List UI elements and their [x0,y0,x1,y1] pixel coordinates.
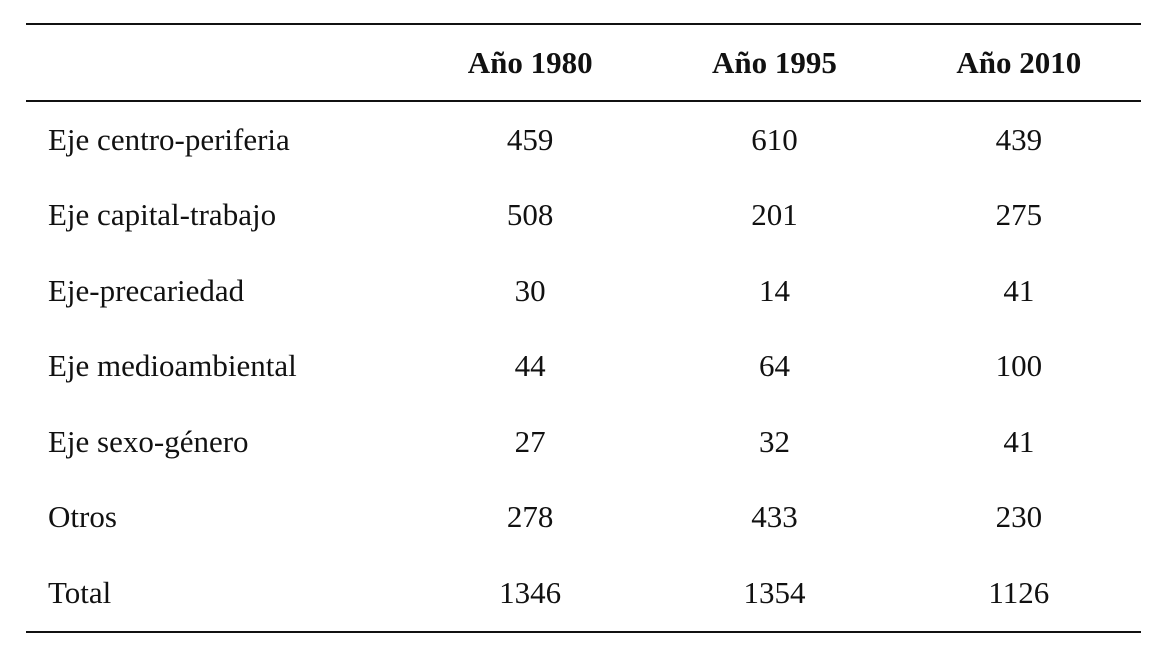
cell-value: 433 [751,499,798,535]
cell-value: 230 [995,499,1043,535]
cell-value: 275 [995,197,1043,233]
row-label: Total [48,574,112,610]
row-label: Eje capital-trabajo [48,197,277,233]
table-row: Eje capital-trabajo 508 201 275 [26,178,1141,254]
cell-value: 439 [995,121,1043,157]
column-header: Año 1980 [467,44,593,80]
row-label: Otros [48,499,117,535]
row-label: Eje sexo-género [48,423,249,459]
table-row: Eje centro-periferia 459 610 439 [26,101,1141,178]
cell-value: 1126 [988,574,1050,610]
column-header: Año 1995 [712,44,837,80]
table-row: Total 1346 1354 1126 [26,555,1141,632]
cell-value: 14 [758,272,790,308]
cell-value: 41 [1003,423,1035,459]
data-table: Año 1980 Año 1995 Año 2010 Eje centro-peri… [26,23,1141,633]
cell-value: 459 [506,121,554,157]
header-row: Año 1980 Año 1995 Año 2010 [26,24,1141,101]
table-container: Año 1980 Año 1995 Año 2010 Eje centro-peri… [26,23,1141,633]
cell-value: 41 [1003,272,1035,308]
cell-value: 27 [514,423,546,459]
row-label: Eje centro-periferia [48,121,290,157]
cell-value: 201 [751,197,798,233]
cell-value: 508 [506,197,554,233]
cell-value: 32 [758,423,790,459]
table-row: Eje medioambiental 44 64 100 [26,329,1141,405]
column-header [26,24,408,101]
cell-value: 44 [514,348,546,384]
column-header: Año 2010 [956,44,1082,80]
table-row: Otros 278 433 230 [26,480,1141,556]
cell-value: 1346 [499,574,562,610]
cell-value: 100 [995,348,1043,384]
cell-value: 1354 [743,574,806,610]
row-label: Eje medioambiental [48,348,297,384]
table-body: Eje centro-periferia 459 610 439 Eje capital… [26,101,1141,632]
cell-value: 278 [506,499,554,535]
row-label: Eje-precariedad [48,272,245,308]
table-row: Eje sexo-género 27 32 41 [26,404,1141,480]
cell-value: 610 [751,121,798,157]
cell-value: 64 [758,348,790,384]
table-row: Eje-precariedad 30 14 41 [26,253,1141,329]
cell-value: 30 [514,272,546,308]
table-head: Año 1980 Año 1995 Año 2010 [26,24,1141,101]
